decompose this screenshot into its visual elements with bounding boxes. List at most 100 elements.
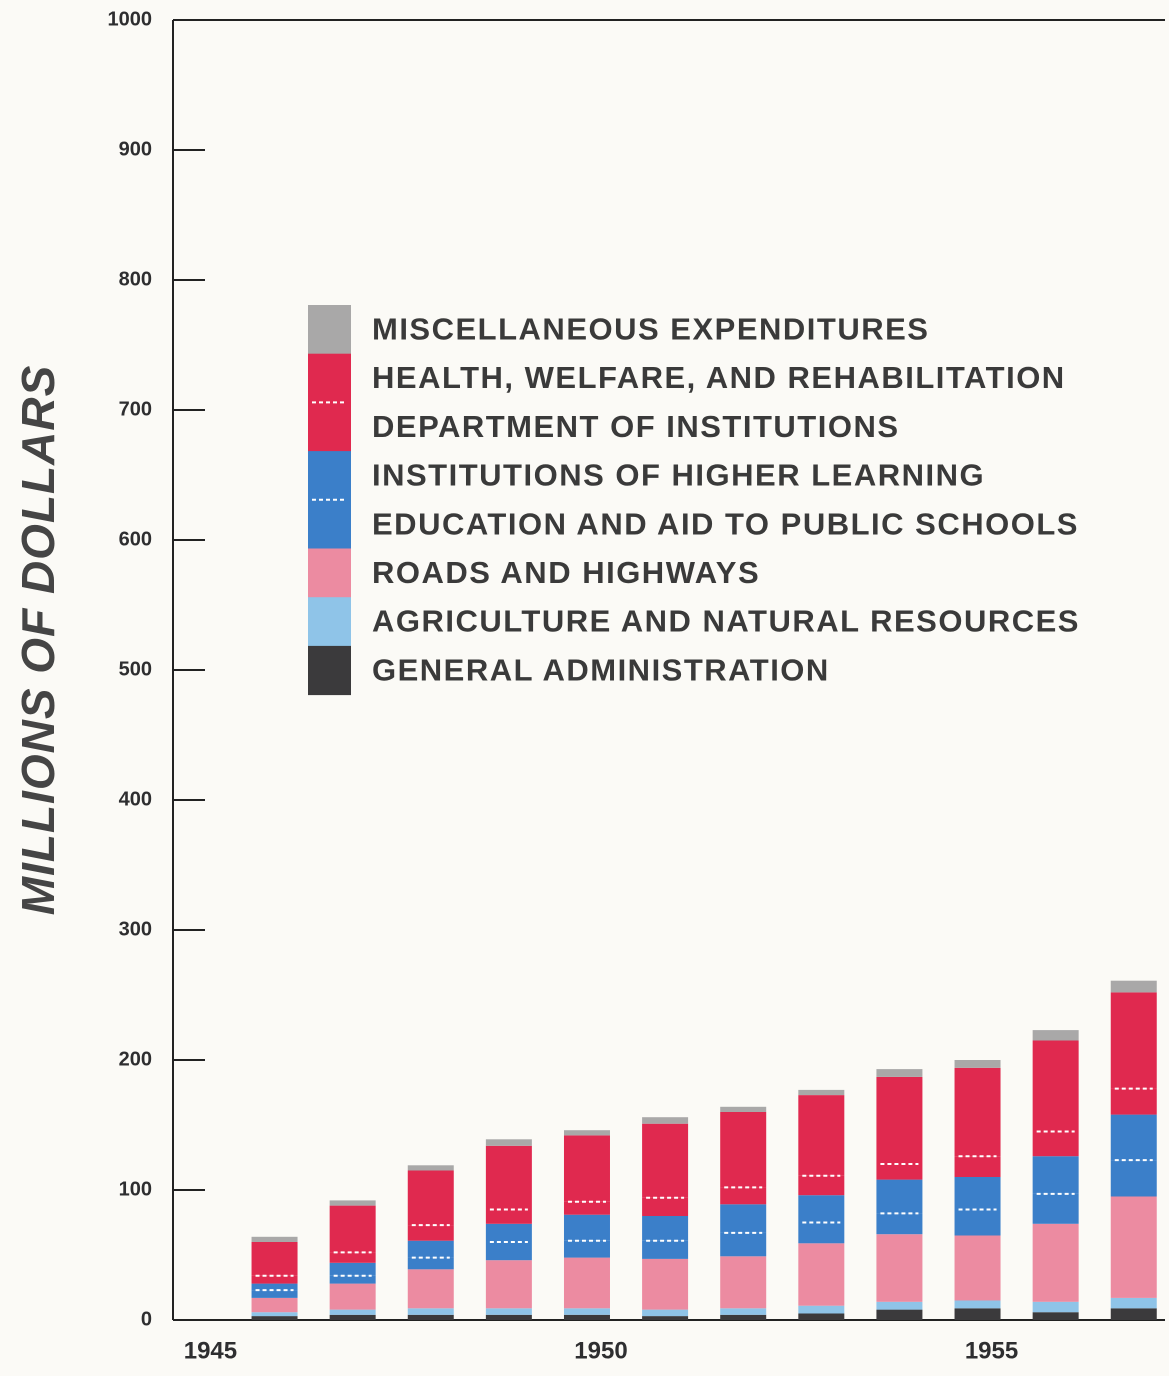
bar-segment [642,1123,689,1198]
bar-segment [485,1139,532,1146]
bar-segment [642,1117,689,1124]
bar-segment [798,1089,845,1096]
bar-segment [407,1269,454,1309]
bar-segment [251,1283,298,1291]
bar-segment [407,1170,454,1226]
legend-label: DEPARTMENT OF INSTITUTIONS [372,409,900,444]
bar-segment [329,1283,376,1310]
y-tick-label: 200 [119,1048,152,1070]
bar-segment [1110,992,1157,1089]
legend-swatch [308,402,351,452]
y-tick-label: 900 [119,138,152,160]
bar-segment [563,1314,610,1320]
bar-segment [329,1252,376,1263]
bar-segment [485,1314,532,1320]
bar-segment [954,1209,1001,1236]
bar-segment [720,1106,767,1112]
bar-segment [642,1258,689,1310]
bar-segment [407,1165,454,1171]
bar-segment [251,1242,298,1276]
bar-segment [1032,1223,1079,1302]
bar-segment [798,1222,845,1244]
bar-segment [329,1205,376,1253]
legend-label: HEALTH, WELFARE, AND REHABILITATION [372,360,1066,395]
bar-segment [720,1187,767,1205]
legend-label: MISCELLANEOUS EXPENDITURES [372,312,929,347]
bar-segment [642,1309,689,1317]
bar-segment [485,1242,532,1261]
bar-segment [1032,1301,1079,1313]
legend-swatch [308,305,351,355]
bar-segment [798,1305,845,1314]
y-tick-label: 600 [119,528,152,550]
bar-segment [720,1308,767,1315]
bar-segment [1110,1196,1157,1298]
y-tick-label: 700 [119,398,152,420]
x-tick-label: 1950 [574,1337,627,1364]
bar-segment [876,1069,923,1077]
bar-segment [563,1135,610,1202]
bar-segment [329,1314,376,1320]
bar-segment [329,1309,376,1315]
bar-segment [407,1225,454,1241]
bar-segment [876,1234,923,1302]
bar-segment [1032,1040,1079,1132]
bar-segment [407,1308,454,1315]
bar-segment [251,1275,298,1284]
bar-segment [954,1308,1001,1320]
y-axis-label: MILLIONS OF DOLLARS [12,365,64,916]
bar-segment [1110,1088,1157,1115]
bar-segment [876,1301,923,1310]
y-tick-label: 400 [119,788,152,810]
bar-segment [720,1256,767,1309]
bar-segment [798,1175,845,1196]
bar-segment [251,1290,298,1298]
bar-segment [329,1200,376,1206]
bar-segment [1032,1156,1079,1194]
bar-segment [876,1213,923,1235]
bar-segment [954,1300,1001,1309]
bar-segment [1110,1114,1157,1161]
legend-swatch [308,499,351,549]
bar-segment [1032,1193,1079,1224]
bar-segment [720,1232,767,1257]
bar-segment [251,1236,298,1242]
bar-segment [485,1260,532,1309]
bar-segment [407,1314,454,1320]
legend-swatch [308,451,351,501]
bar-segment [1110,980,1157,993]
bar-segment [642,1316,689,1320]
y-tick-label: 500 [119,658,152,680]
bar-segment [798,1095,845,1176]
bar-segment [563,1214,610,1241]
bar-segment [954,1177,1001,1210]
legend-label: AGRICULTURE AND NATURAL RESOURCES [372,604,1080,639]
legend-swatch [308,353,351,403]
bar-segment [876,1309,923,1320]
legend-label: INSTITUTIONS OF HIGHER LEARNING [372,458,985,493]
bar-segment [798,1313,845,1320]
bar-segment [954,1156,1001,1177]
bar-segment [485,1209,532,1224]
legend-label: GENERAL ADMINISTRATION [372,652,830,687]
y-tick-label: 300 [119,918,152,940]
legend-label: ROADS AND HIGHWAYS [372,555,760,590]
bar-segment [407,1257,454,1270]
bar-segment [251,1316,298,1320]
bar-segment [485,1145,532,1210]
bar-segment [407,1240,454,1258]
y-tick-label: 800 [119,268,152,290]
bar-segment [798,1195,845,1223]
x-tick-label: 1955 [965,1337,1018,1364]
bar-segment [251,1297,298,1313]
bar-segment [563,1240,610,1258]
bar-segment [954,1060,1001,1068]
bar-segment [563,1201,610,1215]
bar-segment [251,1312,298,1317]
legend-swatch [308,597,351,647]
legend-label: EDUCATION AND AID TO PUBLIC SCHOOLS [372,506,1079,541]
bar-segment [642,1216,689,1241]
bar-segment [329,1275,376,1284]
bar-segment [329,1262,376,1276]
